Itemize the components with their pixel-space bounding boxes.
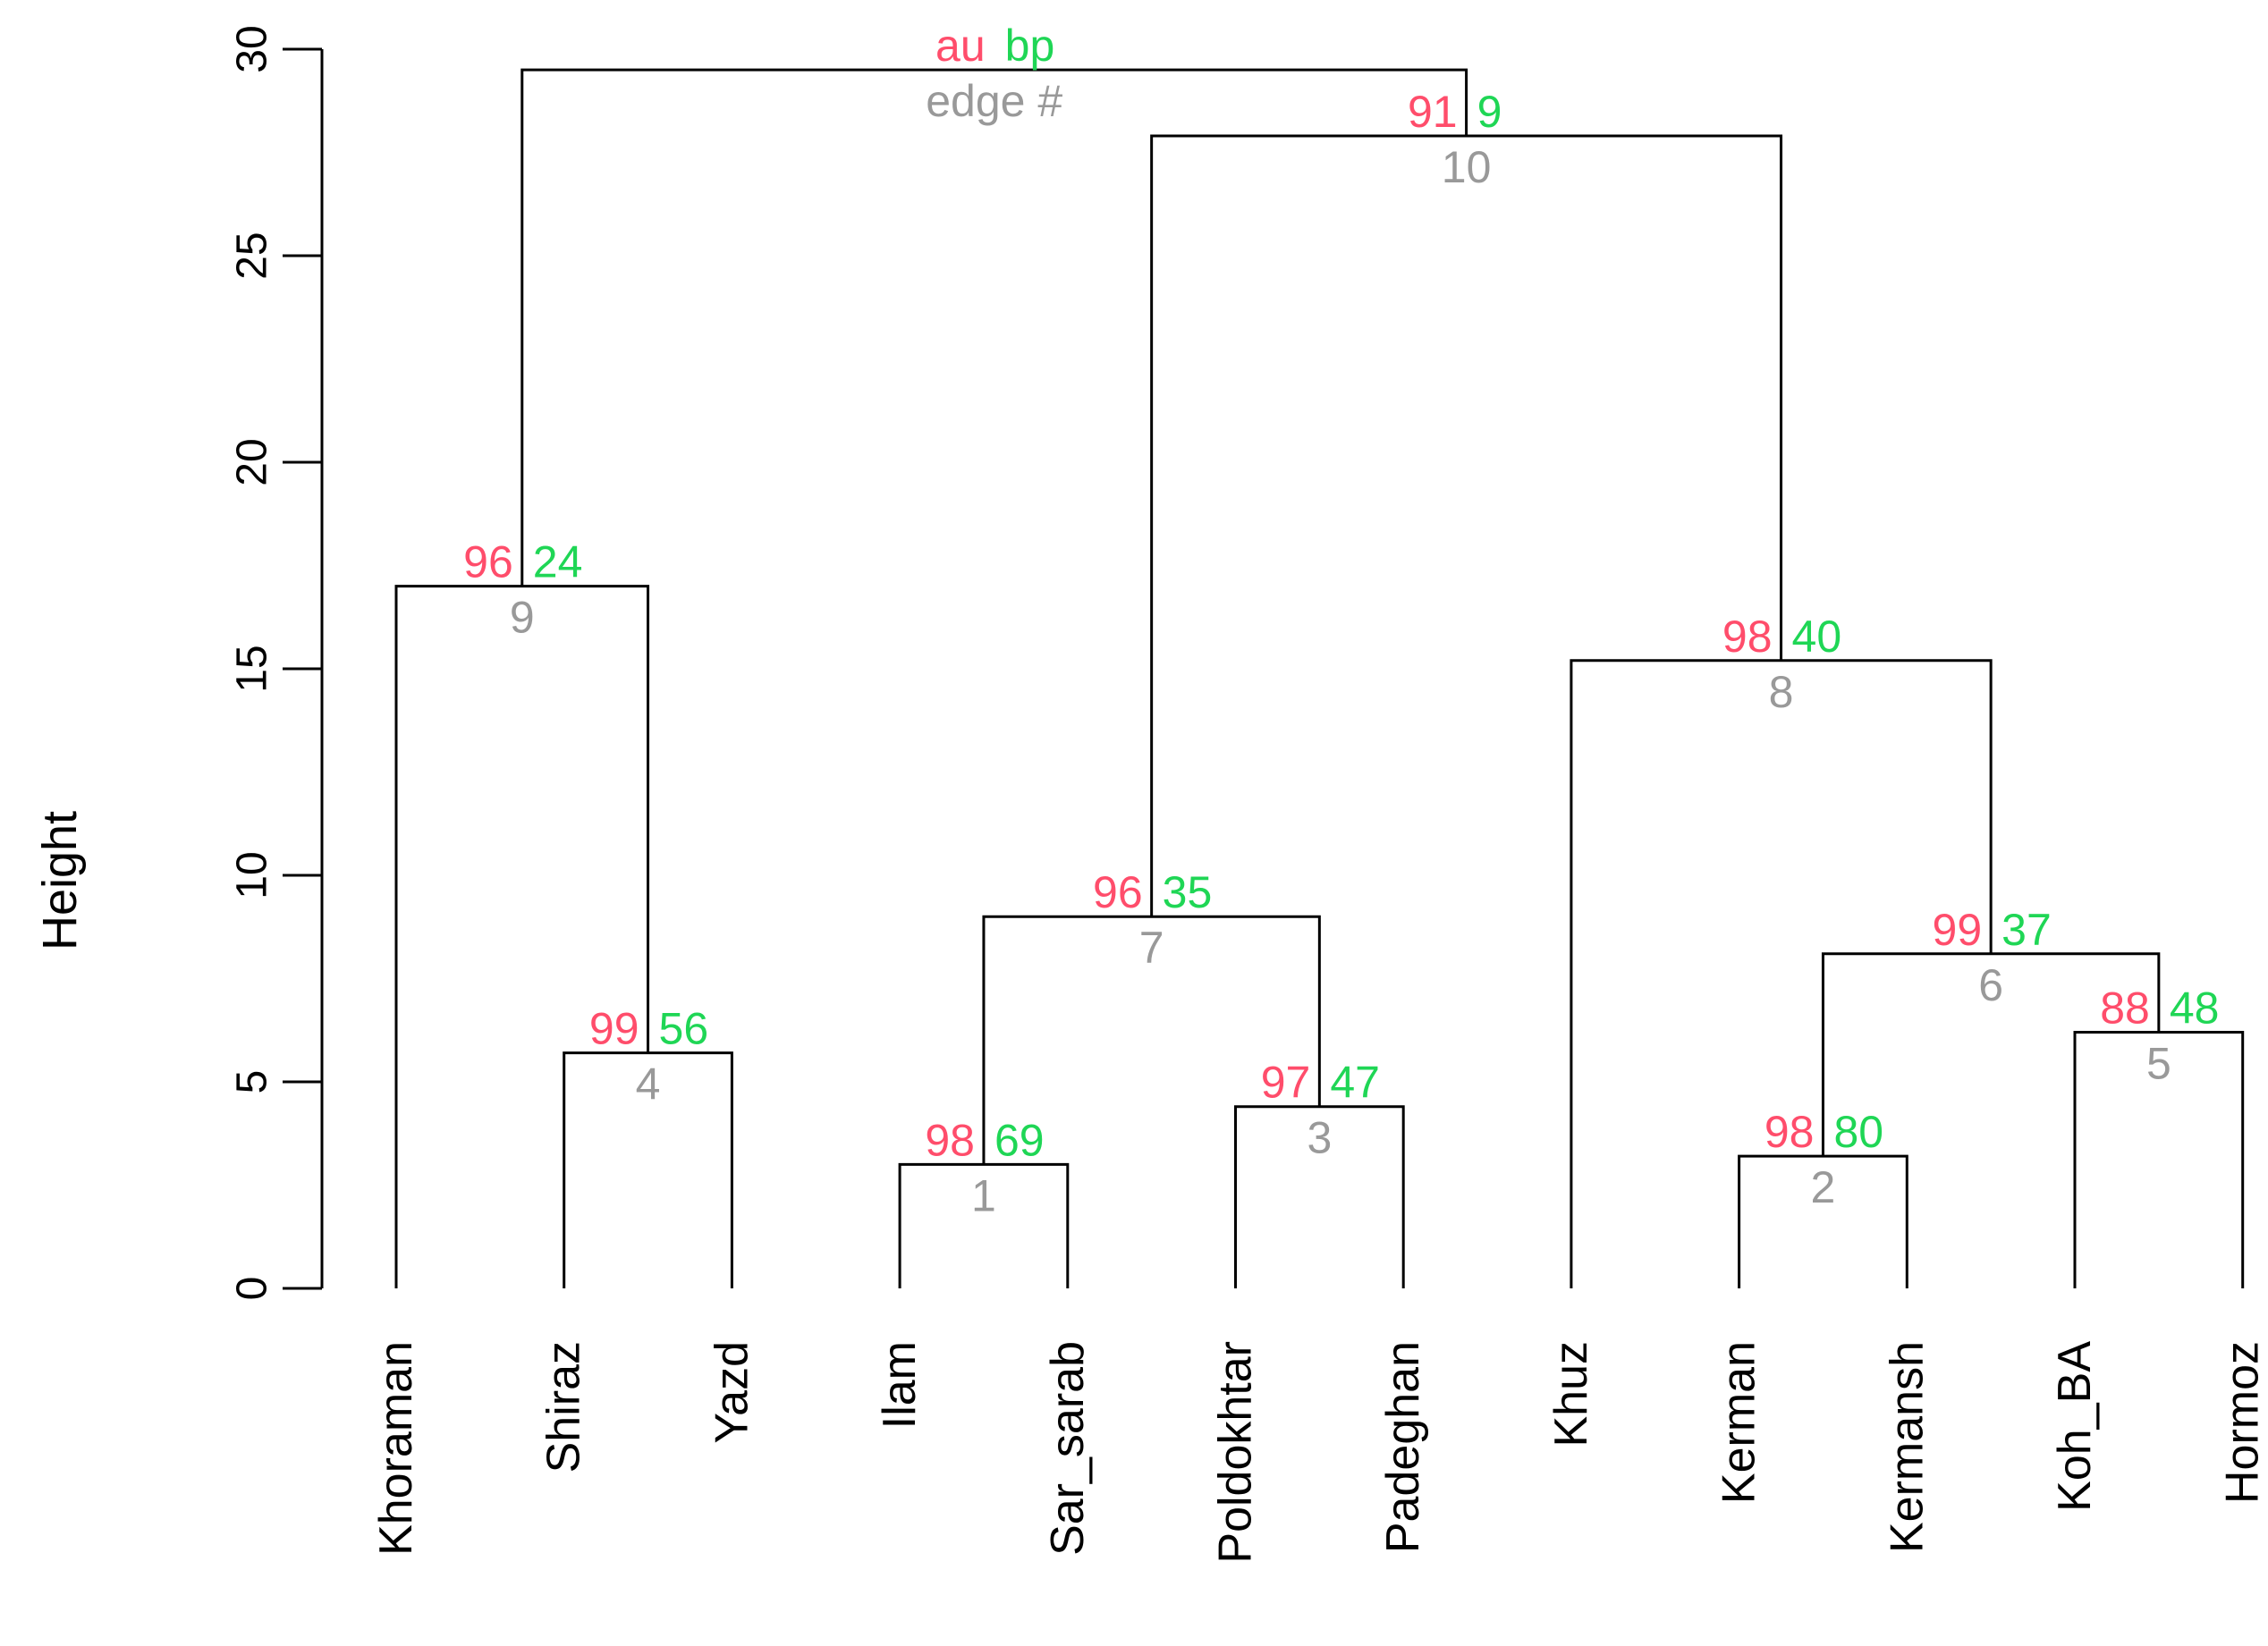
leaf-label-padeghan: Padeghan — [1377, 1341, 1429, 1553]
leaf-label-hormoz: Hormoz — [2217, 1341, 2268, 1504]
bp-value-edge-6: 37 — [2001, 905, 2052, 955]
au-value-edge-5: 88 — [2100, 983, 2150, 1034]
bp-value-edge-10: 9 — [1477, 87, 1502, 137]
au-value-edge-3: 97 — [1261, 1058, 1311, 1108]
leaf-labels: Khoraman Shiraz Yazd Ilam Sar_sarab Poldokhta… — [370, 1341, 2268, 1564]
au-value-edge-7: 96 — [1093, 867, 1143, 917]
leaf-label-kermansh: Kermansh — [1881, 1341, 1933, 1553]
y-tick-label-0: 0 — [229, 1277, 276, 1301]
legend-edge: edge # — [926, 76, 1062, 126]
legend-bp: bp — [1005, 21, 1055, 71]
au-value-edge-9: 96 — [463, 537, 513, 587]
edge-number-10: 10 — [1442, 142, 1492, 192]
y-axis-label: Height — [33, 811, 87, 950]
au-value-edge-8: 98 — [1722, 612, 1773, 662]
leaf-label-ilam: Ilam — [874, 1341, 926, 1429]
edge-number-4: 4 — [636, 1059, 661, 1110]
branch-edge-10 — [1150, 134, 1783, 917]
au-value-edge-2: 98 — [1764, 1107, 1815, 1157]
edge-number-3: 3 — [1307, 1113, 1332, 1163]
dendrogram-branches — [394, 68, 2245, 1288]
bp-value-edge-7: 35 — [1163, 867, 1213, 917]
bp-value-edge-5: 48 — [2170, 983, 2220, 1034]
y-tick-label-20: 20 — [229, 438, 276, 485]
legend-au: au — [935, 21, 986, 71]
leaf-label-khuz: Khuz — [1545, 1341, 1597, 1448]
leaf-label-sar-sarab: Sar_sarab — [1042, 1341, 1094, 1556]
au-value-edge-1: 98 — [925, 1115, 975, 1165]
y-tick-label-30: 30 — [229, 25, 276, 72]
leaf-label-poldokhtar: Poldokhtar — [1210, 1341, 1262, 1564]
bp-value-edge-8: 40 — [1792, 612, 1842, 662]
edge-number-2: 2 — [1811, 1162, 1836, 1212]
edge-number-6: 6 — [1978, 960, 2003, 1010]
branch-root — [520, 68, 1468, 587]
leaf-label-yazd: Yazd — [706, 1341, 757, 1444]
y-tick-label-10: 10 — [229, 851, 276, 899]
au-value-edge-6: 99 — [1933, 905, 1983, 955]
y-axis: 0 5 10 15 20 25 30 — [229, 25, 324, 1301]
bp-value-edge-4: 56 — [659, 1004, 709, 1054]
edge-number-5: 5 — [2146, 1039, 2171, 1089]
au-value-edge-4: 99 — [589, 1004, 639, 1054]
y-tick-label-5: 5 — [229, 1070, 276, 1094]
leaf-label-koh-ba: Koh_BA — [2049, 1341, 2101, 1512]
leaf-label-kerman: Kerman — [1714, 1341, 1765, 1504]
bp-value-edge-1: 69 — [994, 1115, 1045, 1165]
edge-number-8: 8 — [1769, 667, 1794, 717]
branch-edge-9 — [394, 585, 650, 1288]
leaf-label-shiraz: Shiraz — [538, 1341, 590, 1473]
edge-number-9: 9 — [510, 593, 535, 643]
y-tick-label-15: 15 — [229, 645, 276, 692]
bp-value-edge-3: 47 — [1330, 1058, 1380, 1108]
edge-number-1: 1 — [971, 1170, 996, 1220]
bp-value-edge-2: 80 — [1833, 1107, 1883, 1157]
branch-edge-8 — [1570, 659, 1993, 1288]
y-tick-label-25: 25 — [229, 232, 276, 279]
bp-value-edge-9: 24 — [533, 537, 583, 587]
leaf-label-khoraman: Khoraman — [370, 1341, 422, 1556]
edge-number-7: 7 — [1139, 923, 1164, 973]
au-value-edge-10: 91 — [1408, 87, 1458, 137]
